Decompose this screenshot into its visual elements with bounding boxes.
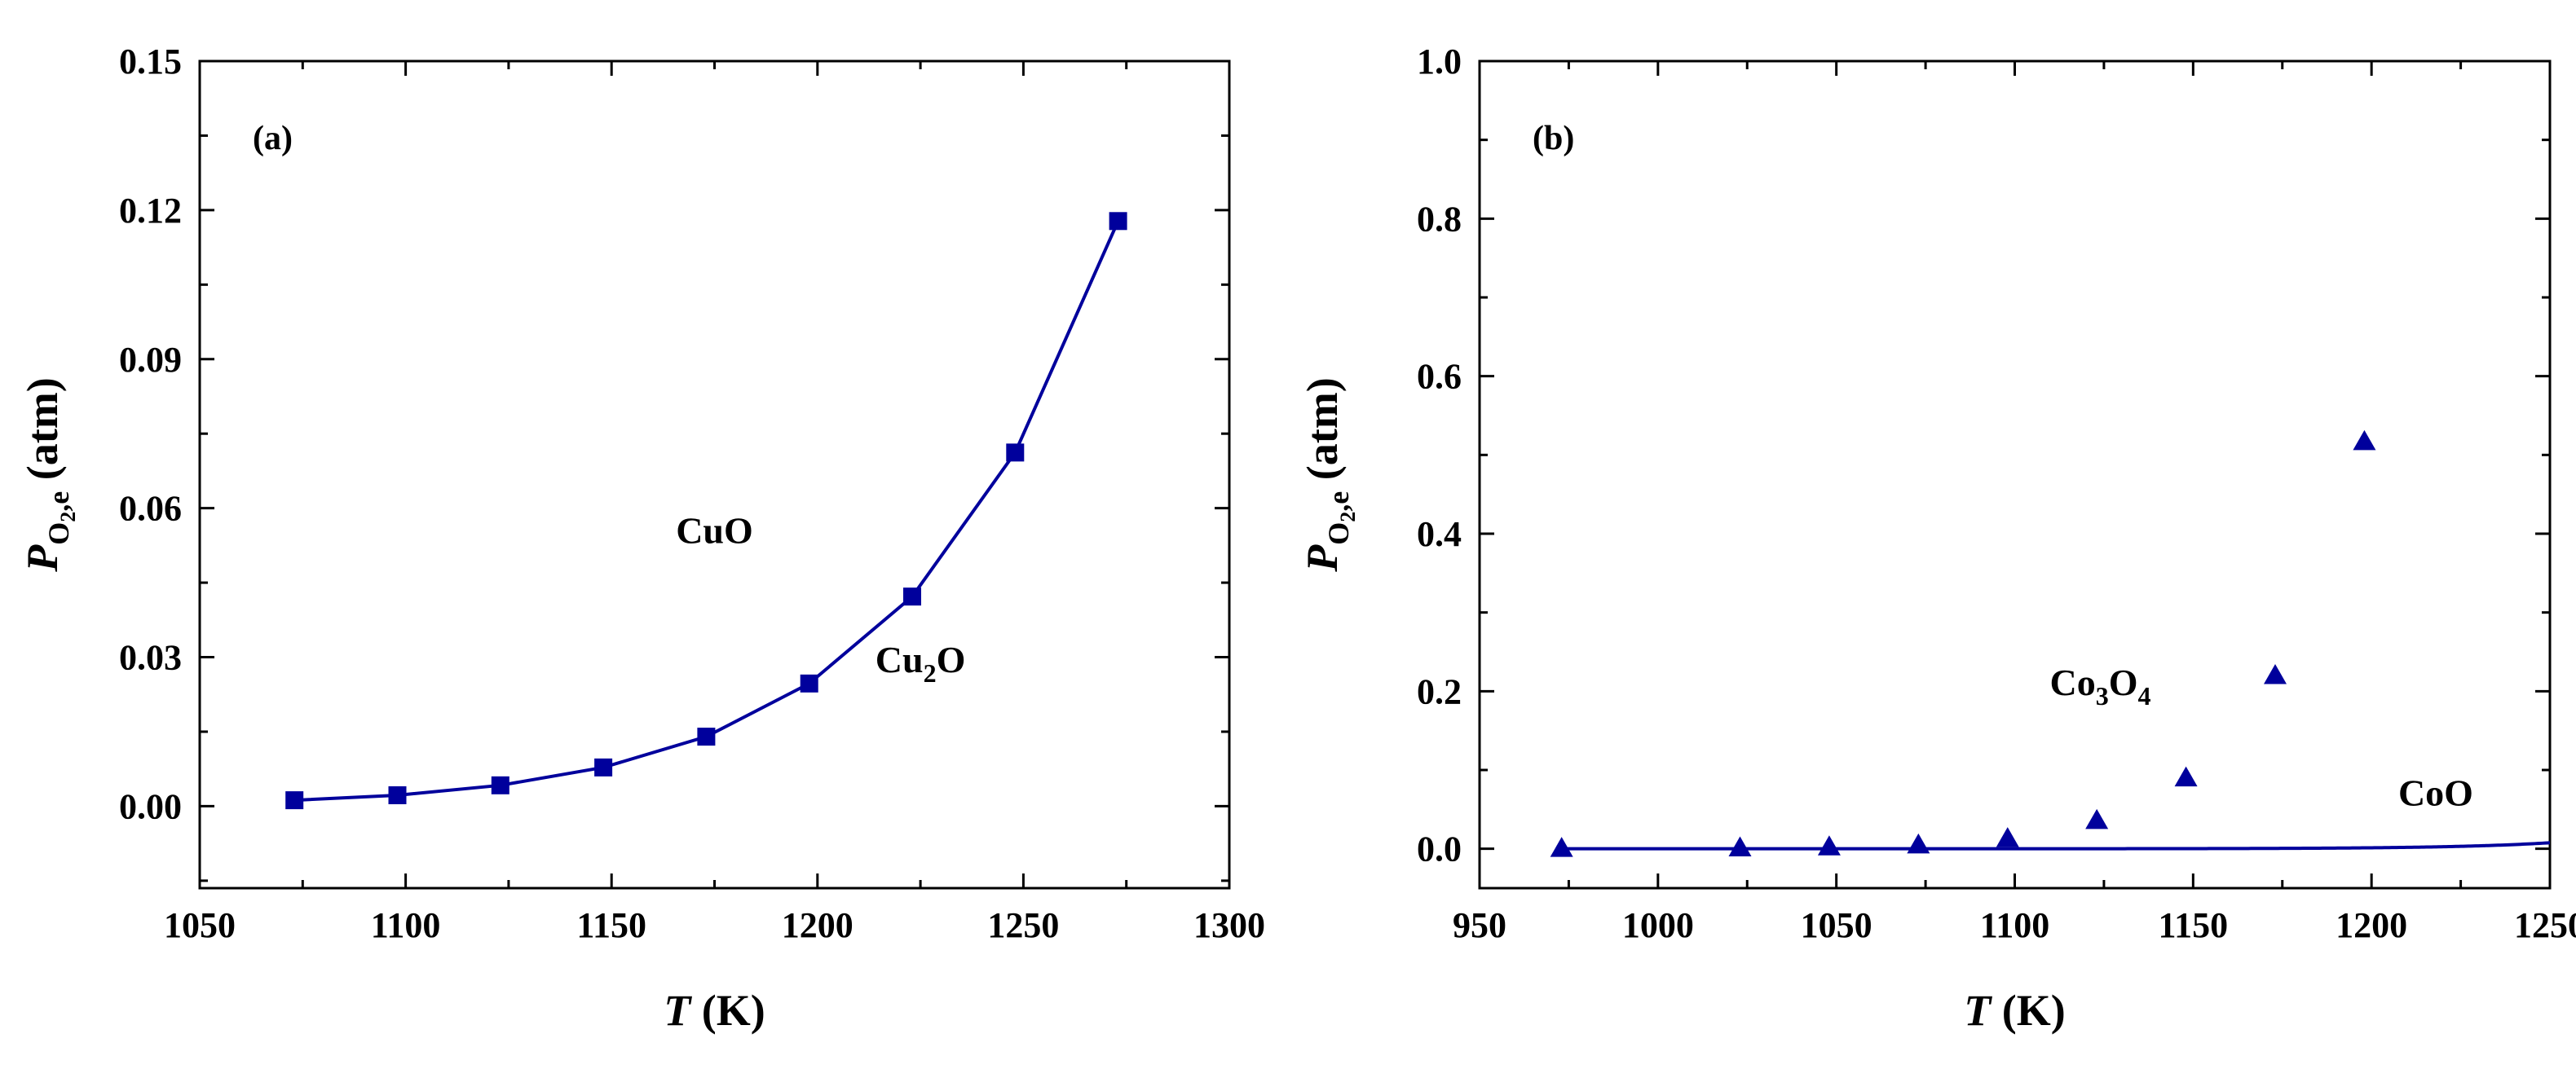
- x-tick-label: 1250: [2514, 905, 2576, 945]
- region-label-text: O: [937, 639, 966, 680]
- data-point-triangle: [1996, 827, 2019, 847]
- region-label-subscript: 3: [2096, 681, 2109, 711]
- data-point-triangle: [1907, 833, 1930, 854]
- data-point-square: [594, 758, 613, 777]
- y-tick-label: 0.8: [1417, 199, 1462, 239]
- y-axis-subscript-2: 2: [56, 512, 80, 522]
- data-point-square: [1109, 212, 1127, 231]
- region-label-text: O: [2109, 662, 2138, 703]
- data-point-triangle: [2263, 664, 2287, 684]
- region-label-text: Cu: [876, 639, 924, 680]
- region-label-subscript: 2: [924, 658, 937, 688]
- y-tick-label: 0.03: [119, 638, 182, 678]
- x-tick-label: 1200: [2336, 905, 2407, 945]
- y-tick-label: 0.12: [119, 191, 182, 231]
- region-label-text: CuO: [676, 509, 753, 551]
- chart-panel-b: 950 1000 1050 1100 1150 1200 1250 0.0 0.2 0.4 0.6 0…: [1298, 42, 2576, 1035]
- data-point-triangle: [1550, 837, 1573, 857]
- data-point-triangle: [1817, 835, 1841, 856]
- x-axis-unit: (K): [1991, 986, 2065, 1035]
- data-point-square: [902, 587, 921, 606]
- data-point-square: [800, 674, 818, 693]
- x-tick-label: 1150: [2159, 905, 2229, 945]
- data-point-square: [285, 791, 304, 810]
- data-point-triangle: [1728, 836, 1752, 857]
- chart-panel-a: 1050 1100 1150 1200 1250 1300 0.00 0.03 0.06 0.09…: [18, 42, 1265, 1035]
- x-tick-label: 950: [1453, 905, 1506, 945]
- series-group: [1550, 429, 2550, 857]
- series-line: [1561, 841, 2550, 851]
- x-tick-label: 1050: [1801, 905, 1872, 945]
- x-tick-label: 1050: [164, 905, 236, 945]
- x-tick-label: 1000: [1622, 905, 1694, 945]
- y-axis-subscript-2: 2: [1336, 512, 1360, 522]
- x-tick-label: 1100: [1980, 905, 2050, 945]
- y-axis-label: PO2,e (atm): [1298, 377, 1360, 572]
- y-tick-label: 0.2: [1417, 671, 1462, 711]
- x-axis-label: T (K): [1964, 986, 2065, 1035]
- region-label-text: Co: [2050, 662, 2096, 703]
- y-axis-variable: P: [1298, 544, 1347, 573]
- y-axis-label: PO2,e (atm): [18, 377, 80, 572]
- panel-label: (b): [1533, 120, 1574, 157]
- y-axis-unit: (atm): [18, 377, 67, 491]
- y-tick-label: 0.15: [119, 42, 182, 81]
- x-axis-variable: T: [1964, 986, 1992, 1035]
- x-axis-label: T (K): [664, 986, 765, 1035]
- y-tick-label: 0.4: [1417, 514, 1462, 554]
- x-tick-label: 1200: [782, 905, 854, 945]
- y-tick-label: 0.0: [1417, 829, 1462, 869]
- y-tick-label: 0.09: [119, 340, 182, 380]
- region-label: CuO: [676, 509, 753, 551]
- y-tick-label: 0.6: [1417, 357, 1462, 397]
- region-label: Co3O4: [2050, 662, 2151, 711]
- series-group: [285, 212, 1127, 810]
- y-tick-label: 0.06: [119, 489, 182, 529]
- x-tick-label: 1250: [987, 905, 1059, 945]
- x-tick-label: 1300: [1193, 905, 1265, 945]
- y-axis-subscript: O: [42, 522, 75, 545]
- y-tick-label: 1.0: [1417, 42, 1462, 81]
- data-point-triangle: [2174, 766, 2198, 787]
- region-label-text: CoO: [2398, 772, 2473, 814]
- y-axis-subscript: O: [1322, 522, 1355, 545]
- region-label-subscript: 4: [2138, 681, 2151, 711]
- x-tick-label: 1150: [576, 905, 646, 945]
- region-label: Cu2O: [876, 639, 966, 688]
- data-point-square: [697, 728, 716, 746]
- x-axis-unit: (K): [690, 986, 765, 1035]
- panel-label: (a): [253, 120, 293, 157]
- data-point-square: [491, 776, 509, 794]
- y-axis-variable: P: [18, 544, 67, 573]
- data-point-triangle: [2085, 808, 2109, 829]
- y-axis-subscript-3: ,e: [42, 491, 75, 512]
- data-point-square: [1006, 443, 1025, 462]
- y-axis-unit: (atm): [1298, 377, 1347, 491]
- y-tick-label: 0.00: [119, 786, 182, 826]
- x-tick-label: 1100: [371, 905, 441, 945]
- data-point-square: [388, 786, 407, 805]
- data-point-triangle: [2353, 429, 2376, 451]
- y-axis-subscript-3: ,e: [1322, 491, 1355, 512]
- plot-frame: [198, 59, 1231, 890]
- plot-frame: [1478, 59, 2552, 890]
- region-label: CoO: [2398, 772, 2473, 814]
- x-axis-variable: T: [664, 986, 692, 1035]
